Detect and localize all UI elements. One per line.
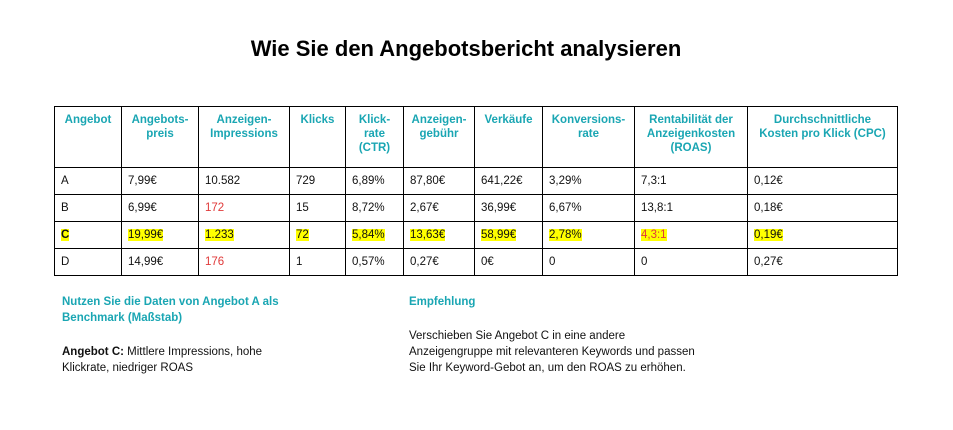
col-header-cpc: Durchschnittliche Kosten pro Klick (CPC) xyxy=(747,106,898,168)
highlight-impressions: 1.233 xyxy=(205,229,234,241)
table-row: A 7,99€ 10.582 729 6,89% 87,80€ 641,22€ … xyxy=(54,167,898,195)
recommendation-heading: Empfehlung xyxy=(409,296,476,308)
table-header-row: Angebot Angebots- preis Anzeigen- Impres… xyxy=(54,106,898,168)
col-header-impressions: Anzeigen- Impressions xyxy=(198,106,290,168)
cell-cpc: 0,19€ xyxy=(747,221,898,249)
cell-preis: 14,99€ xyxy=(121,248,199,276)
recommendation-text: Verschieben Sie Angebot C in eine andere… xyxy=(409,330,695,374)
cell-klicks: 729 xyxy=(289,167,346,195)
highlight-roas: 4,3:1 xyxy=(641,229,667,241)
cell-angebot: C xyxy=(54,221,122,249)
cell-klicks: 72 xyxy=(289,221,346,249)
col-header-roas: Rentabilität der Anzeigenkosten (ROAS) xyxy=(634,106,748,168)
cell-angebot: D xyxy=(54,248,122,276)
cell-konversionsrate: 3,29% xyxy=(542,167,635,195)
cell-preis: 6,99€ xyxy=(121,194,199,222)
col-header-klicks: Klicks xyxy=(289,106,346,168)
benchmark-heading: Nutzen Sie die Daten von Angebot A als B… xyxy=(62,296,279,324)
cell-roas: 0 xyxy=(634,248,748,276)
benchmark-label: Angebot C: xyxy=(62,346,124,358)
offer-report-table: Angebot Angebots- preis Anzeigen- Impres… xyxy=(54,106,898,276)
table-row: D 14,99€ 176 1 0,57% 0,27€ 0€ 0 0 0,27€ xyxy=(54,248,898,276)
recommendation-note: Empfehlung Verschieben Sie Angebot C in … xyxy=(409,294,699,376)
col-header-konversionsrate: Konversions- rate xyxy=(542,106,635,168)
highlight-konversionsrate: 2,78% xyxy=(549,229,582,241)
col-header-ctr: Klick- rate (CTR) xyxy=(345,106,404,168)
cell-verkaeufe: 641,22€ xyxy=(474,167,543,195)
cell-cpc: 0,27€ xyxy=(747,248,898,276)
cell-cpc: 0,12€ xyxy=(747,167,898,195)
highlight-klicks: 72 xyxy=(296,229,309,241)
cell-verkaeufe: 36,99€ xyxy=(474,194,543,222)
cell-ctr: 0,57% xyxy=(345,248,404,276)
highlight-ctr: 5,84% xyxy=(352,229,385,241)
col-header-verkaeufe: Verkäufe xyxy=(474,106,543,168)
benchmark-text: Mittlere Impressions, hohe Klickrate, ni… xyxy=(62,346,263,374)
cell-ctr: 8,72% xyxy=(345,194,404,222)
col-header-anzeigengebuehr: Anzeigen- gebühr xyxy=(403,106,475,168)
cell-angebot: A xyxy=(54,167,122,195)
highlight-verkaeufe: 58,99€ xyxy=(481,229,517,241)
cell-ctr: 6,89% xyxy=(345,167,404,195)
cell-impressions: 10.582 xyxy=(198,167,290,195)
cell-impressions: 1.233 xyxy=(198,221,290,249)
table-row-highlighted: C 19,99€ 1.233 72 5,84% 13,63€ 58,99€ 2,… xyxy=(54,221,898,249)
highlight-cpc: 0,19€ xyxy=(754,229,783,241)
cell-konversionsrate: 6,67% xyxy=(542,194,635,222)
col-header-angebotspreis: Angebots- preis xyxy=(121,106,199,168)
cell-verkaeufe: 58,99€ xyxy=(474,221,543,249)
cell-roas: 7,3:1 xyxy=(634,167,748,195)
cell-konversionsrate: 0 xyxy=(542,248,635,276)
cell-gebuehr: 2,67€ xyxy=(403,194,475,222)
cell-cpc: 0,18€ xyxy=(747,194,898,222)
cell-preis: 7,99€ xyxy=(121,167,199,195)
cell-klicks: 1 xyxy=(289,248,346,276)
cell-gebuehr: 0,27€ xyxy=(403,248,475,276)
cell-ctr: 5,84% xyxy=(345,221,404,249)
cell-impressions: 176 xyxy=(198,248,290,276)
highlight-angebot: C xyxy=(61,229,70,241)
cell-preis: 19,99€ xyxy=(121,221,199,249)
col-header-angebot: Angebot xyxy=(54,106,122,168)
highlight-gebuehr: 13,63€ xyxy=(410,229,446,241)
cell-roas: 13,8:1 xyxy=(634,194,748,222)
cell-klicks: 15 xyxy=(289,194,346,222)
cell-konversionsrate: 2,78% xyxy=(542,221,635,249)
highlight-preis: 19,99€ xyxy=(128,229,164,241)
benchmark-body: Angebot C: Mittlere Impressions, hohe Kl… xyxy=(62,344,312,376)
cell-roas: 4,3:1 xyxy=(634,221,748,249)
cell-impressions: 172 xyxy=(198,194,290,222)
cell-gebuehr: 87,80€ xyxy=(403,167,475,195)
cell-verkaeufe: 0€ xyxy=(474,248,543,276)
cell-gebuehr: 13,63€ xyxy=(403,221,475,249)
page-title: Wie Sie den Angebotsbericht analysieren xyxy=(250,36,682,61)
table-row: B 6,99€ 172 15 8,72% 2,67€ 36,99€ 6,67% … xyxy=(54,194,898,222)
cell-angebot: B xyxy=(54,194,122,222)
benchmark-note: Nutzen Sie die Daten von Angebot A als B… xyxy=(62,294,312,376)
